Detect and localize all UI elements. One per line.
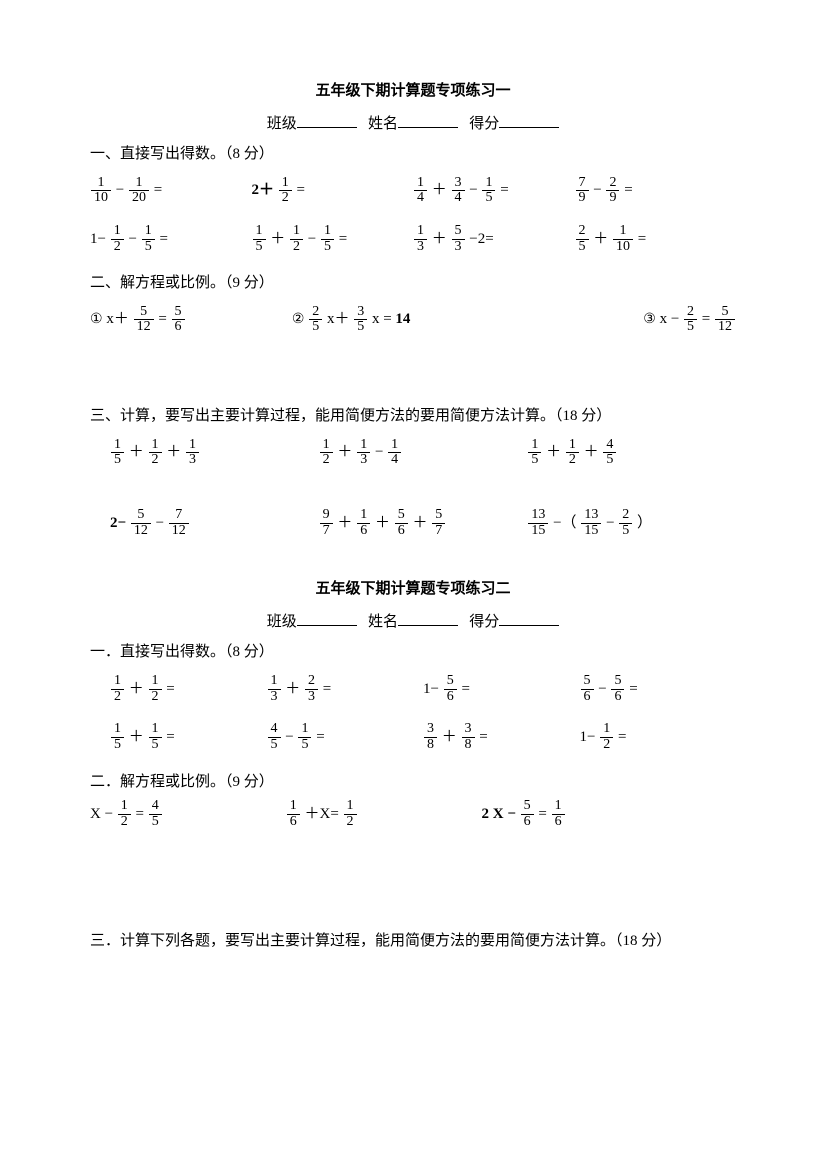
expr: 16 ＋X= 12 <box>286 799 482 829</box>
expr: 45 − 15 = <box>267 722 424 752</box>
worksheet2-header: 班级 姓名 得分 <box>90 611 736 634</box>
expr: ① x＋ 512 = 56 <box>90 305 292 335</box>
expr: 97 ＋ 16 ＋ 56 ＋ 57 <box>319 508 528 538</box>
ws1-s3-row1: 15 ＋ 12 ＋ 13 12 ＋ 13 − 14 15 ＋ 12 ＋ 45 <box>90 438 736 468</box>
name-label: 姓名 <box>368 614 398 630</box>
expr: 56 − 56 = <box>580 674 737 704</box>
name-blank[interactable] <box>398 113 458 128</box>
ws1-section3-heading: 三、计算，要写出主要计算过程，能用简便方法的要用简便方法计算。（18 分） <box>90 405 736 428</box>
expr: 2 X − 56 = 16 <box>482 799 678 829</box>
ws1-section2-heading: 二、解方程或比例。（9 分） <box>90 272 736 295</box>
ws2-section2-heading: 二．解方程或比例。（9 分） <box>90 771 736 794</box>
expr: 110 − 120 = <box>90 176 252 206</box>
class-blank[interactable] <box>297 611 357 626</box>
class-label: 班级 <box>267 614 297 630</box>
ws1-section1-heading: 一、直接写出得数。（8 分） <box>90 143 736 166</box>
ws2-s1-row1: 12 ＋ 12 = 13 ＋ 23 = 1− 56 = 56 − 56 = <box>90 674 736 704</box>
expr: 12 ＋ 12 = <box>90 674 267 704</box>
expr: 1− 12 − 15 = <box>90 224 252 254</box>
name-label: 姓名 <box>368 116 398 132</box>
ws2-s1-row2: 15 ＋ 15 = 45 − 15 = 38 ＋ 38 = 1− 12 = <box>90 722 736 752</box>
expr: 14 ＋ 34 − 15 = <box>413 176 575 206</box>
ws1-s3-row2: 2− 512 − 712 97 ＋ 16 ＋ 56 ＋ 57 1315 −（ 1… <box>90 508 736 538</box>
expr: 15 ＋ 12 − 15 = <box>252 224 414 254</box>
expr: ② 25 x＋ 35 x = 14 <box>292 305 534 335</box>
expr: 25 ＋ 110 = <box>575 224 737 254</box>
expr: 79 − 29 = <box>575 176 737 206</box>
expr: 15 ＋ 15 = <box>90 722 267 752</box>
score-label: 得分 <box>469 614 499 630</box>
score-label: 得分 <box>469 116 499 132</box>
worksheet2-title: 五年级下期计算题专项练习二 <box>90 578 736 601</box>
class-label: 班级 <box>267 116 297 132</box>
worksheet1-title: 五年级下期计算题专项练习一 <box>90 80 736 103</box>
ws2-section3-heading: 三．计算下列各题，要写出主要计算过程，能用简便方法的要用简便方法计算。（18 分… <box>90 930 736 953</box>
expr: 38 ＋ 38 = <box>423 722 580 752</box>
expr: ③ x − 25 = 512 <box>534 305 736 335</box>
ws1-s1-row2: 1− 12 − 15 = 15 ＋ 12 − 15 = 13 ＋ 53 −2= … <box>90 224 736 254</box>
expr: 15 ＋ 12 ＋ 13 <box>90 438 319 468</box>
score-blank[interactable] <box>499 113 559 128</box>
expr: 1− 12 = <box>580 722 737 752</box>
expr: 1− 56 = <box>423 674 580 704</box>
expr: X − 12 = 45 <box>90 799 286 829</box>
expr: 1315 −（ 1315 − 25 ） <box>527 508 736 538</box>
expr: 13 ＋ 23 = <box>267 674 424 704</box>
ws2-s2-row1: X − 12 = 45 16 ＋X= 12 2 X − 56 = 16 <box>90 799 736 829</box>
expr: 2＋ 12 = <box>252 176 414 206</box>
expr: 2− 512 − 712 <box>90 508 319 538</box>
ws1-s2-row1: ① x＋ 512 = 56 ② 25 x＋ 35 x = 14 ③ x − 25… <box>90 305 736 335</box>
ws2-section1-heading: 一．直接写出得数。（8 分） <box>90 641 736 664</box>
expr: 13 ＋ 53 −2= <box>413 224 575 254</box>
worksheet1-header: 班级 姓名 得分 <box>90 113 736 136</box>
expr: 15 ＋ 12 ＋ 45 <box>527 438 736 468</box>
score-blank[interactable] <box>499 611 559 626</box>
ws1-s1-row1: 110 − 120 = 2＋ 12 = 14 ＋ 34 − 15 = 79 − … <box>90 176 736 206</box>
expr: 12 ＋ 13 − 14 <box>319 438 528 468</box>
class-blank[interactable] <box>297 113 357 128</box>
name-blank[interactable] <box>398 611 458 626</box>
